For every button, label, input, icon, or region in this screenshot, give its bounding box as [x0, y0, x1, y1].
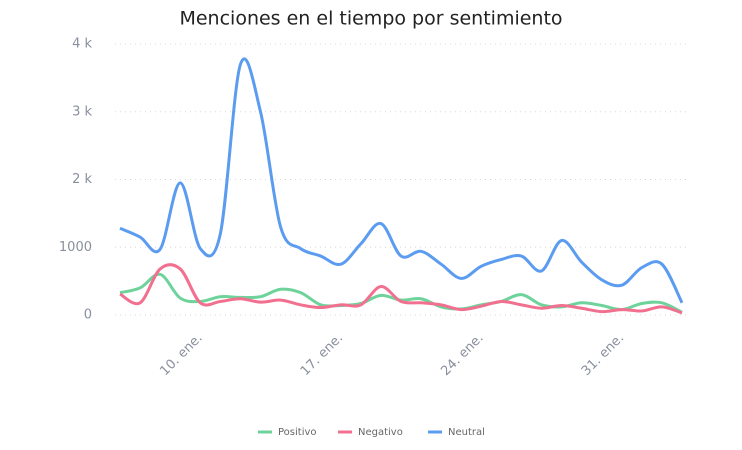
series-line — [119, 263, 683, 315]
legend-label: Neutral — [448, 427, 485, 438]
y-tick-label: 3 k — [72, 104, 92, 119]
y-tick-label: 4 k — [72, 37, 92, 52]
x-tick-label: 24. ene. — [438, 331, 486, 379]
y-tick-label: 2 k — [72, 172, 92, 187]
legend-label: Positivo — [278, 427, 317, 438]
series-line — [119, 272, 683, 314]
y-tick-label: 1000 — [59, 240, 92, 255]
x-tick-label: 31. ene. — [579, 331, 627, 379]
legend-label: Negativo — [358, 427, 403, 438]
x-tick-label: 17. ene. — [298, 331, 346, 379]
chart-title: Menciones en el tiempo por sentimiento — [179, 8, 562, 30]
series-line — [119, 57, 684, 304]
x-tick-label: 10. ene. — [157, 331, 205, 379]
y-tick-label: 0 — [84, 308, 92, 323]
